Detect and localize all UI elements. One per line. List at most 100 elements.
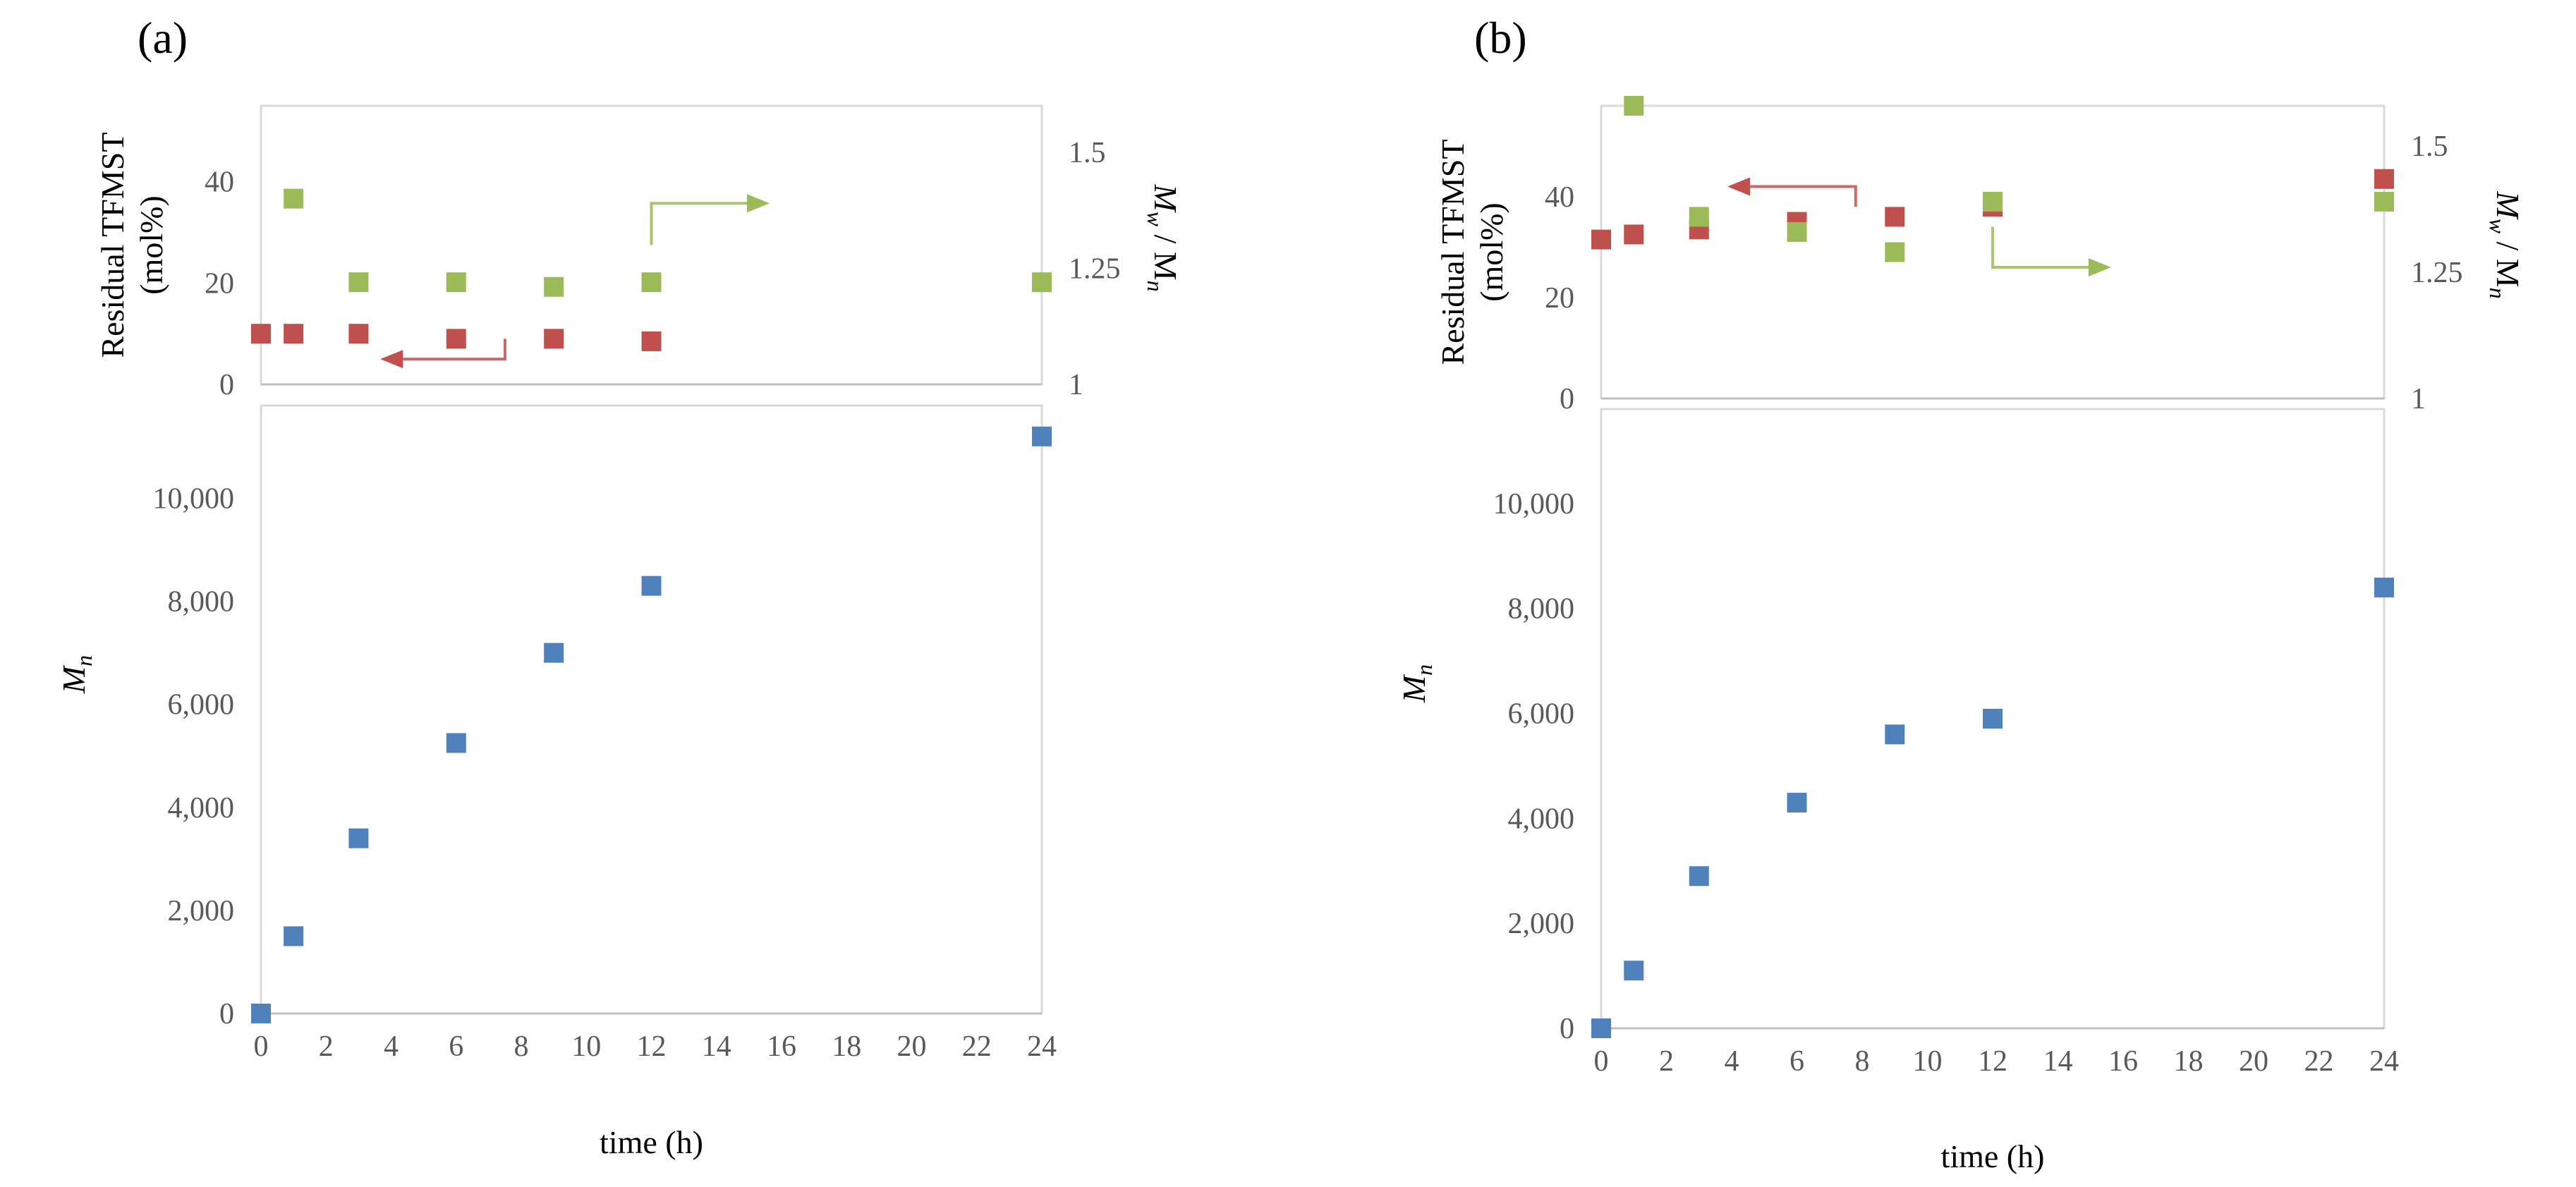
top-y-axis-label: Residual TFMST bbox=[1435, 140, 1471, 365]
arrow-head bbox=[380, 350, 403, 369]
x-tick-label: 12 bbox=[637, 1030, 667, 1063]
x-tick-label: 20 bbox=[2239, 1045, 2268, 1078]
x-tick-label: 18 bbox=[2174, 1045, 2204, 1078]
bottom-y-tick-label: 10,000 bbox=[153, 482, 235, 515]
x-axis-label: time (h) bbox=[600, 1124, 703, 1160]
arrow-head bbox=[1727, 177, 1750, 196]
dispersity-point bbox=[284, 188, 304, 209]
x-tick-label: 22 bbox=[962, 1030, 992, 1063]
x-tick-label: 22 bbox=[2304, 1045, 2334, 1078]
dispersity-point bbox=[348, 272, 369, 293]
dispersity-point bbox=[446, 272, 466, 293]
top-y2-axis-label: Mw / Mn bbox=[2485, 190, 2526, 298]
x-tick-label: 14 bbox=[2043, 1045, 2073, 1078]
x-tick-label: 8 bbox=[514, 1030, 529, 1063]
residual-point bbox=[284, 324, 304, 344]
x-tick-label: 14 bbox=[702, 1030, 731, 1063]
top-y2-tick-label: 1.5 bbox=[2411, 130, 2448, 163]
arrow-head bbox=[746, 194, 770, 213]
residual-point bbox=[1885, 207, 1905, 227]
x-tick-label: 8 bbox=[1855, 1045, 1870, 1078]
dispersity-point bbox=[641, 272, 662, 293]
top-y2-tick-label: 1 bbox=[2411, 383, 2426, 415]
x-tick-label: 12 bbox=[1978, 1045, 2007, 1078]
x-tick-label: 2 bbox=[319, 1030, 334, 1063]
bottom-y-tick-label: 2,000 bbox=[168, 895, 235, 927]
x-tick-label: 10 bbox=[1913, 1045, 1943, 1078]
bottom-y-axis-label: Mn bbox=[56, 655, 97, 694]
x-tick-label: 4 bbox=[384, 1030, 399, 1063]
top-y2-tick-label: 1 bbox=[1069, 369, 1083, 401]
top-y-tick-label: 20 bbox=[1545, 282, 1574, 315]
top-y-tick-label: 0 bbox=[219, 369, 234, 401]
dispersity-point bbox=[1689, 207, 1709, 227]
top-y-tick-label: 40 bbox=[1545, 181, 1574, 214]
residual-point bbox=[446, 329, 466, 349]
x-tick-label: 20 bbox=[897, 1030, 927, 1063]
top-y-tick-label: 0 bbox=[1560, 383, 1574, 415]
top-y-axis-unit: (mol%) bbox=[1474, 202, 1509, 302]
dispersity-point bbox=[2374, 191, 2394, 212]
x-tick-label: 10 bbox=[571, 1030, 601, 1063]
x-tick-label: 4 bbox=[1725, 1045, 1739, 1078]
dispersity-point bbox=[544, 276, 564, 297]
bottom-y-axis-label: Mn bbox=[1396, 664, 1437, 703]
x-tick-label: 18 bbox=[832, 1030, 861, 1063]
bottom-y-tick-label: 8,000 bbox=[1508, 593, 1575, 626]
mn-point bbox=[1591, 1018, 1611, 1038]
x-tick-label: 16 bbox=[767, 1030, 796, 1063]
bottom-y-tick-label: 6,000 bbox=[168, 689, 235, 722]
x-tick-label: 16 bbox=[2108, 1045, 2138, 1078]
residual-point bbox=[251, 324, 271, 344]
top-y-axis-unit: (mol%) bbox=[133, 195, 169, 295]
x-tick-label: 24 bbox=[1027, 1030, 1057, 1063]
mn-point bbox=[1787, 793, 1807, 813]
mn-point bbox=[446, 733, 466, 753]
mn-point bbox=[2374, 577, 2394, 597]
x-tick-label: 6 bbox=[1790, 1045, 1804, 1078]
mn-point bbox=[1624, 961, 1644, 981]
mn-point bbox=[251, 1004, 271, 1023]
x-tick-label: 0 bbox=[254, 1030, 269, 1063]
dispersity-point bbox=[1983, 191, 2003, 212]
bottom-y-tick-label: 4,000 bbox=[168, 792, 235, 824]
bottom-y-tick-label: 2,000 bbox=[1508, 908, 1575, 940]
top-y2-tick-label: 1.5 bbox=[1069, 137, 1106, 169]
x-tick-label: 2 bbox=[1659, 1045, 1674, 1078]
panel-label: (a) bbox=[138, 13, 188, 63]
bottom-plot-frame bbox=[260, 404, 1043, 1015]
indicator-arrow bbox=[384, 339, 506, 361]
top-y-tick-label: 20 bbox=[205, 267, 234, 300]
residual-point bbox=[544, 329, 564, 349]
residual-point bbox=[2374, 169, 2394, 189]
x-tick-label: 0 bbox=[1594, 1045, 1609, 1078]
bottom-y-tick-label: 6,000 bbox=[1508, 698, 1575, 731]
residual-point bbox=[641, 331, 662, 351]
residual-point bbox=[348, 324, 369, 344]
mn-point bbox=[641, 576, 662, 596]
bottom-y-tick-label: 10,000 bbox=[1493, 488, 1575, 521]
mn-point bbox=[1689, 866, 1709, 887]
top-y-tick-label: 40 bbox=[205, 166, 234, 199]
x-axis-label: time (h) bbox=[1941, 1138, 2045, 1174]
bottom-y-tick-label: 0 bbox=[1560, 1013, 1574, 1045]
top-y-axis-label: Residual TFMST bbox=[95, 133, 130, 358]
x-tick-label: 6 bbox=[449, 1030, 463, 1063]
dispersity-point bbox=[1032, 272, 1052, 293]
residual-point bbox=[1624, 224, 1644, 245]
indicator-arrow bbox=[1732, 185, 1857, 207]
mn-point bbox=[1983, 709, 2003, 729]
bottom-y-tick-label: 4,000 bbox=[1508, 803, 1575, 835]
mn-point bbox=[1885, 724, 1905, 745]
mn-point bbox=[544, 643, 564, 663]
residual-point bbox=[1591, 229, 1611, 250]
dispersity-point bbox=[1624, 96, 1644, 116]
chart-panel-a: (a) 0 20 40 1 1.25 1.5 0 2,000 4,000 6,000 8,000 10,… bbox=[56, 13, 1184, 1160]
chart-panel-b: (b)0204011.251.502,0004,0006,0008,00010,… bbox=[1396, 13, 2526, 1174]
mn-point bbox=[1032, 426, 1052, 446]
bottom-y-tick-label: 8,000 bbox=[168, 586, 235, 619]
top-y2-tick-label: 1.25 bbox=[1069, 252, 1121, 285]
indicator-arrow bbox=[650, 202, 765, 245]
x-tick-label: 24 bbox=[2369, 1045, 2399, 1078]
